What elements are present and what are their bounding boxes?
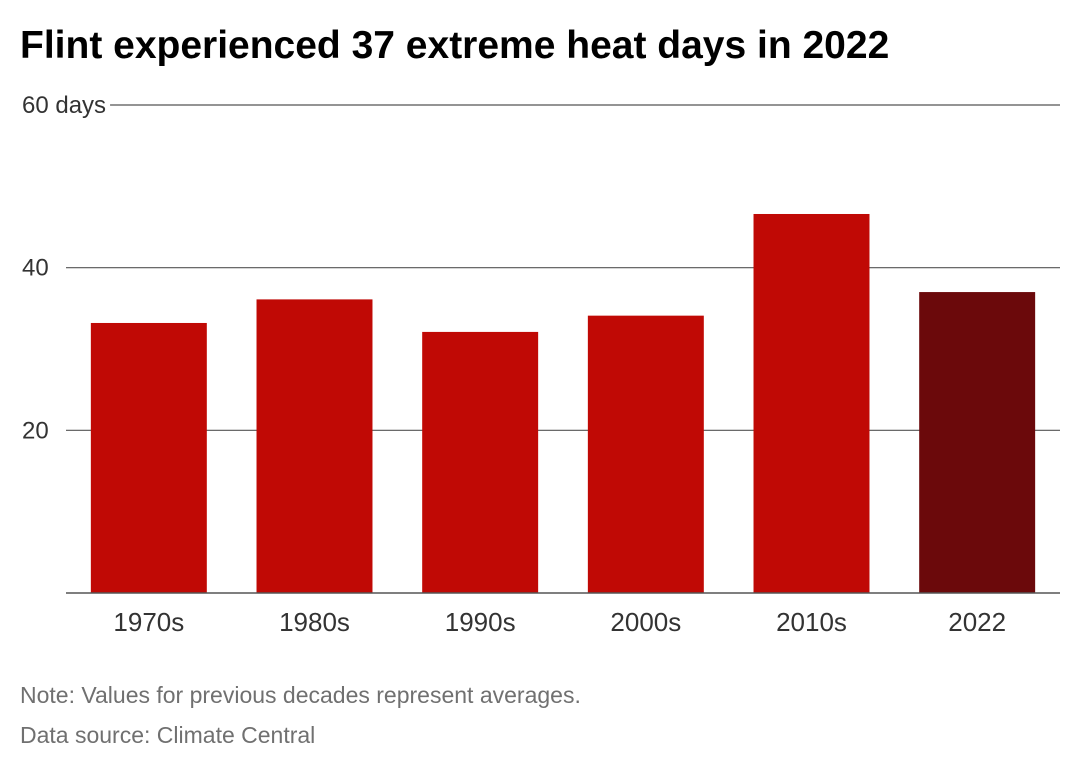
bar-2000s — [587, 315, 704, 593]
chart-note: Note: Values for previous decades repres… — [20, 682, 581, 708]
x-axis: 1970s 1980s 1990s 2000s 2010s 2022 — [66, 592, 1060, 637]
x-tick-label: 2022 — [948, 607, 1006, 637]
x-tick-label: 2000s — [610, 607, 681, 637]
bar-1970s — [90, 322, 207, 593]
data-source: Data source: Climate Central — [20, 722, 316, 748]
y-tick-label: 20 — [22, 417, 49, 444]
gridlines: 20 40 60 days — [22, 92, 1060, 444]
x-tick-label: 2010s — [776, 607, 847, 637]
bar-2010s — [753, 213, 870, 593]
bar-2022 — [919, 292, 1036, 593]
x-tick-label: 1990s — [445, 607, 516, 637]
bar-1980s — [256, 299, 373, 593]
y-tick-label: 40 — [22, 255, 49, 282]
bar-chart: 20 40 60 days 1970s 1980s 1990s 2000s 2010s 202… — [22, 92, 1060, 637]
bars — [90, 213, 1036, 593]
bar-1990s — [422, 331, 539, 593]
y-tick-label: 60 days — [22, 92, 106, 119]
chart-title: Flint experienced 37 extreme heat days i… — [20, 24, 890, 67]
x-tick-label: 1970s — [113, 607, 184, 637]
x-tick-label: 1980s — [279, 607, 350, 637]
